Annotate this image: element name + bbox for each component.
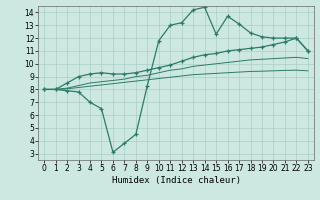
X-axis label: Humidex (Indice chaleur): Humidex (Indice chaleur) bbox=[111, 176, 241, 185]
